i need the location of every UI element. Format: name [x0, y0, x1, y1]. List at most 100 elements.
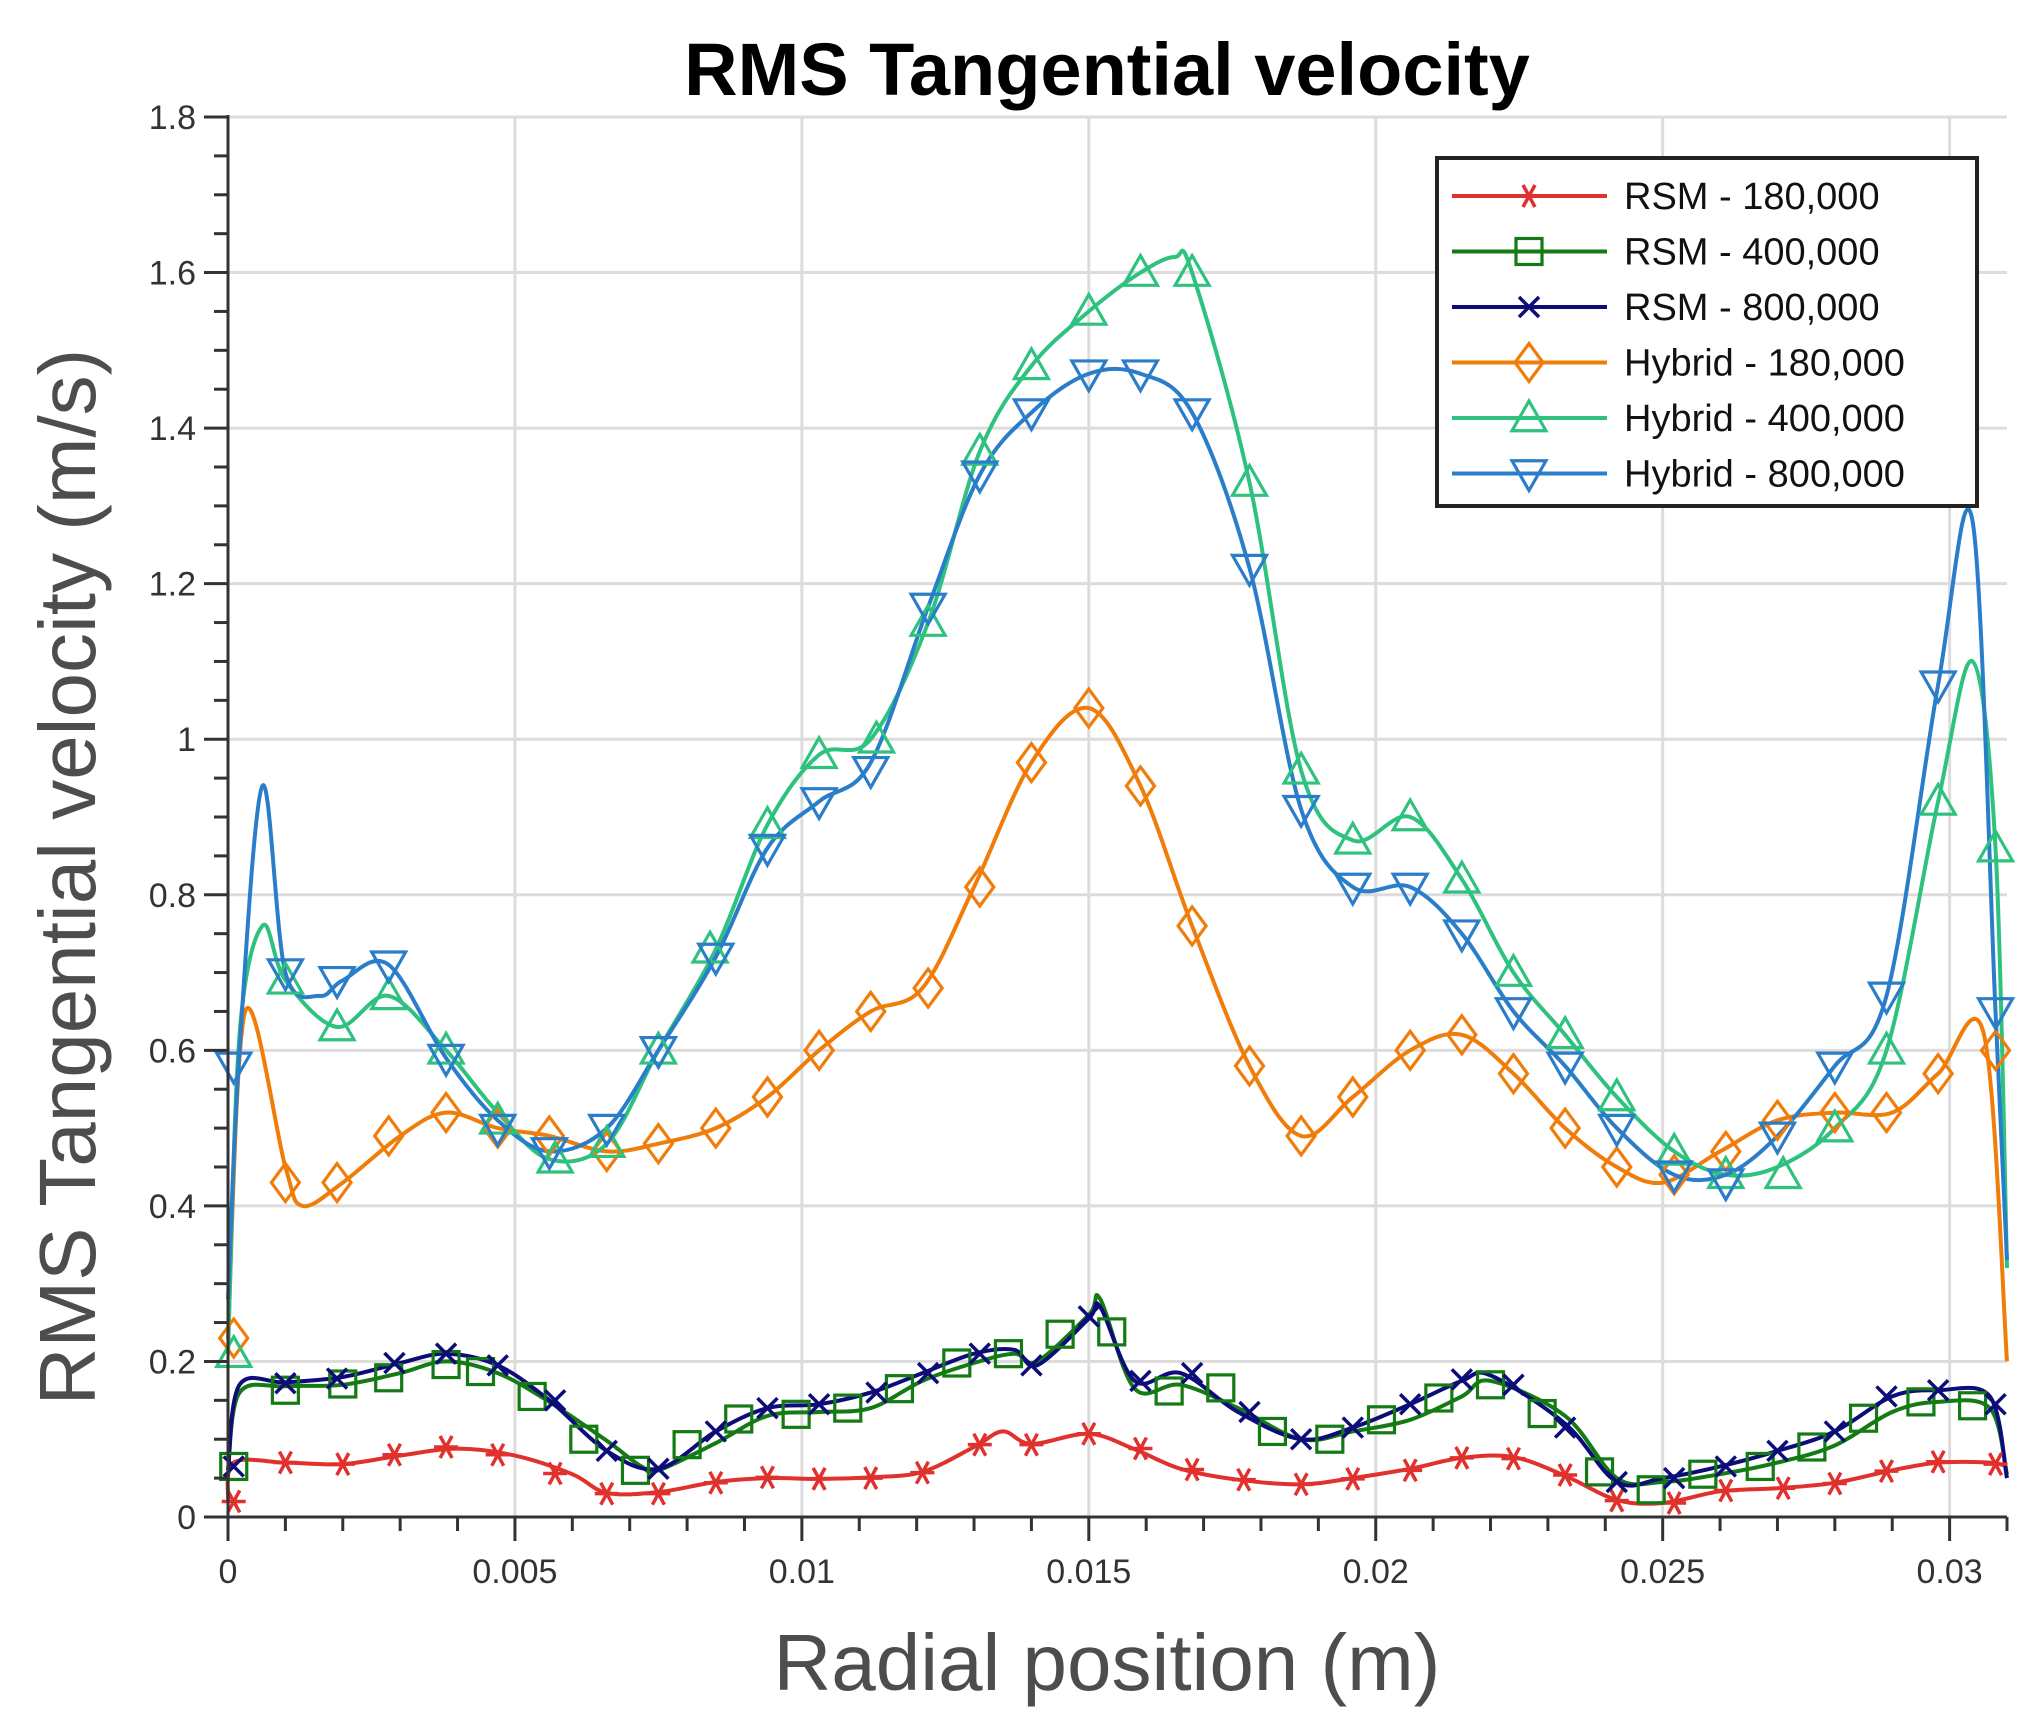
series-1-point: [1231, 1467, 1256, 1492]
series-6-point: [638, 1035, 679, 1071]
series-1-point: [1874, 1459, 1899, 1483]
series-1-point: [1822, 1471, 1847, 1496]
series-5-point: [1763, 1154, 1803, 1190]
series-2-point: [1315, 1424, 1345, 1454]
x-tick-label: 0.015: [1046, 1553, 1131, 1591]
series-2-point: [833, 1393, 863, 1423]
series-6-point: [1757, 1121, 1798, 1157]
series-2-point: [374, 1363, 404, 1393]
series-6-point: [1545, 1051, 1585, 1087]
series-6-point: [1172, 398, 1212, 433]
series-6-point: [426, 1043, 466, 1079]
series-4-point: [1285, 1114, 1318, 1158]
series-5-point: [1706, 1154, 1746, 1190]
series-4-point: [1549, 1106, 1582, 1150]
series-1-point: [703, 1470, 728, 1495]
series-1-point: [1128, 1436, 1153, 1461]
series-5-point: [1229, 462, 1270, 497]
series-3-point: [865, 1381, 888, 1404]
series-2-point: [884, 1374, 915, 1404]
series-2-point: [1154, 1376, 1184, 1406]
series-1-point: [1983, 1452, 2008, 1476]
series-6-point: [1069, 359, 1109, 394]
series-2-point: [1257, 1416, 1288, 1447]
series-6-point: [477, 1113, 518, 1149]
series-1-point: [755, 1465, 780, 1490]
series-6-point: [213, 1051, 254, 1087]
y-tick-label: 1.6: [149, 255, 196, 293]
series-1-point: [1501, 1446, 1526, 1471]
legend-label: RSM - 800,000: [1624, 287, 1880, 329]
x-tick-label: 0.03: [1917, 1553, 1983, 1591]
series-6-point: [1493, 997, 1534, 1032]
series-6-point: [529, 1137, 570, 1172]
legend-box: [1435, 156, 1979, 508]
series-6-point: [1390, 872, 1430, 908]
series-2-point: [1797, 1432, 1827, 1462]
series-5-point: [1281, 750, 1321, 785]
legend-swatch-marker: [1517, 295, 1541, 319]
series-1-point: [1340, 1467, 1365, 1491]
series-5-point: [1172, 252, 1212, 287]
series-2-point: [993, 1339, 1024, 1369]
series-1-point: [1180, 1457, 1205, 1482]
series-2-point: [781, 1399, 811, 1429]
series-3-point: [756, 1396, 779, 1420]
series-1-point: [434, 1435, 459, 1459]
series-5-point: [1333, 820, 1373, 855]
series-1-point: [594, 1481, 619, 1506]
series-4-point: [854, 989, 887, 1034]
series-4-point: [642, 1121, 675, 1166]
series-4-point: [1445, 1013, 1478, 1057]
legend-label: Hybrid - 800,000: [1624, 454, 1905, 496]
series-5-point: [1390, 796, 1430, 832]
series-3-point: [325, 1367, 349, 1390]
series-6-point: [1866, 981, 1907, 1017]
series-2-point: [1527, 1398, 1557, 1429]
series-3-point: [595, 1439, 618, 1463]
series-4-point: [1870, 1090, 1903, 1135]
series-1-point: [646, 1481, 671, 1506]
x-axis-ticks: 0 0.005 0.01 0.015 0.02 0.025 0.03: [219, 1517, 2009, 1591]
series-1-point: [1553, 1463, 1578, 1487]
series-4-point: [1394, 1028, 1427, 1073]
chart-title: RMS Tangential velocity: [684, 28, 1530, 111]
legend-swatch-marker: [1514, 236, 1544, 267]
y-tick-label: 0.6: [149, 1032, 196, 1070]
series-5-point: [213, 1333, 254, 1369]
series-5-point: [1815, 1107, 1855, 1143]
series-5-point: [1975, 827, 2016, 863]
series-5-point: [1545, 1014, 1585, 1050]
series-6-point: [850, 755, 891, 791]
series-4-point: [1600, 1145, 1633, 1189]
series-1-point: [382, 1442, 407, 1467]
legend-swatch-marker: [1509, 397, 1549, 433]
series-5-point: [1493, 952, 1534, 987]
series-6-point: [317, 965, 357, 1001]
series-3-point: [1450, 1368, 1474, 1391]
series-6-point: [1229, 553, 1270, 589]
series-6-point: [1654, 1160, 1694, 1196]
y-tick-label: 0.4: [149, 1188, 196, 1226]
series-4-point: [1922, 1051, 1955, 1096]
series-4-point: [1761, 1098, 1794, 1143]
series-6-point: [1011, 398, 1052, 433]
series-3-point: [1605, 1470, 1629, 1494]
x-axis-label: Radial position (m): [774, 1618, 1441, 1707]
series-6-point: [908, 592, 948, 628]
series-2-point: [1745, 1451, 1775, 1482]
legend-label: Hybrid - 180,000: [1624, 343, 1905, 385]
series-5-point: [1597, 1076, 1637, 1112]
series-3-point: [1289, 1427, 1313, 1451]
series-5-point: [317, 1006, 357, 1042]
y-tick-label: 1.8: [149, 99, 196, 137]
x-tick-label: 0.02: [1343, 1553, 1409, 1591]
series-3-point: [383, 1351, 406, 1375]
series-4-point: [1818, 1090, 1851, 1135]
series-3-point: [434, 1342, 458, 1365]
series-6-point: [696, 942, 736, 978]
series-4-point: [1336, 1075, 1369, 1119]
series-markers: [213, 252, 2016, 1515]
series-4-point: [430, 1090, 463, 1135]
